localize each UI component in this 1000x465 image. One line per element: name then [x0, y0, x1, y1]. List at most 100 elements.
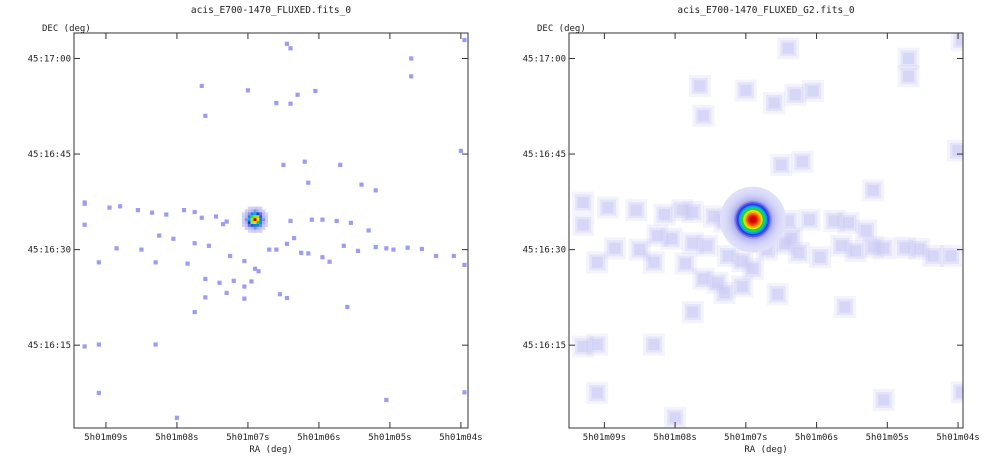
event-pixel — [242, 284, 247, 289]
event-pixel — [327, 259, 332, 264]
event-pixel — [409, 56, 414, 61]
y-tick-label: 45:16:30 — [28, 246, 71, 256]
smoothed-event-blob — [658, 209, 670, 221]
event-pixel — [433, 253, 439, 259]
source-pixel — [256, 226, 260, 230]
event-pixel — [288, 218, 293, 224]
event-pixel — [313, 88, 318, 94]
source-pixel — [253, 218, 257, 222]
source-pixel — [250, 221, 254, 225]
smoothed-event-blob — [736, 281, 748, 293]
source-pixel — [250, 226, 254, 230]
event-pixel — [288, 101, 293, 106]
event-pixel — [224, 219, 229, 224]
source-pixel — [256, 206, 260, 210]
event-pixel — [359, 182, 364, 187]
source-pixel — [244, 226, 248, 230]
smoothed-event-blob — [899, 242, 911, 254]
event-pixel — [199, 83, 204, 88]
source-pixel — [265, 221, 269, 225]
smoothed-event-blob — [956, 386, 963, 398]
smoothed-event-blob — [651, 230, 663, 242]
x-tick-label: 5h01m08s — [653, 433, 696, 443]
smoothed-event-blob — [945, 250, 957, 262]
smoothed-event-blob — [835, 240, 847, 252]
plot-frame — [568, 32, 964, 429]
smoothed-event-blob — [772, 288, 784, 300]
source-pixel — [256, 215, 260, 219]
smoothed-event-blob — [796, 156, 808, 168]
image-plot-smoothed[interactable]: 5h01m09s 5h01m08s 5h01m07s 5h01m06s 5h01m05s… — [500, 0, 1000, 465]
source-pixel — [262, 212, 266, 216]
event-pixel — [203, 113, 208, 118]
event-pixel — [348, 220, 353, 225]
event-pixel — [217, 280, 222, 285]
source-pixel — [247, 226, 251, 230]
source-contour — [750, 217, 755, 222]
x-tick-label: 5h01m05s — [368, 433, 411, 443]
image-plot-raw[interactable]: 5h01m09s 5h01m08s 5h01m07s 5h01m06s 5h01m05s… — [0, 0, 500, 465]
source-pixel — [262, 218, 266, 222]
event-pixel — [153, 260, 158, 265]
smoothed-event-blob — [839, 301, 851, 313]
event-pixel — [256, 269, 261, 274]
smoothed-event-blob — [577, 196, 589, 208]
source-pixel — [247, 221, 251, 225]
x-axis-label: RA (deg) — [249, 445, 292, 455]
source-pixel — [250, 209, 254, 213]
event-pixel — [419, 246, 424, 252]
event-pixel — [288, 46, 293, 51]
chart-title: acis_E700-1470_FLUXED.fits_0 — [191, 5, 351, 16]
source-pixel — [256, 223, 260, 227]
event-pixel — [462, 37, 467, 43]
x-tick-label: 5h01m06s — [795, 433, 838, 443]
smoothed-event-blob — [687, 206, 699, 218]
source-pixel — [250, 206, 254, 210]
y-tick-label: 45:16:30 — [523, 246, 566, 256]
smoothed-event-blob — [676, 204, 688, 216]
source-pixel — [241, 221, 245, 225]
smoothed-event-blob — [591, 387, 603, 399]
y-axis-label: DEC (deg) — [42, 24, 91, 34]
image-panel-raw: 5h01m09s 5h01m08s 5h01m07s 5h01m06s 5h01m05s… — [0, 0, 500, 465]
source-pixel — [259, 223, 263, 227]
source-pixel — [247, 209, 251, 213]
image-panel-smoothed: 5h01m09s 5h01m08s 5h01m07s 5h01m06s 5h01m05s… — [500, 0, 1000, 465]
x-tick-label: 5h01m07s — [724, 433, 767, 443]
smoothed-event-blob — [687, 237, 699, 249]
event-pixel — [274, 247, 279, 252]
event-pixel — [149, 210, 155, 215]
event-pixel — [284, 295, 290, 301]
source-pixel — [250, 215, 254, 219]
source-pixel — [250, 223, 254, 227]
smoothed-event-blob — [952, 145, 963, 157]
event-pixel — [139, 247, 144, 252]
event-pixel — [199, 215, 204, 220]
event-pixel — [153, 342, 158, 347]
event-pixel — [345, 304, 350, 310]
source-pixel — [241, 215, 245, 219]
event-pixel — [458, 148, 464, 153]
smoothed-event-blob — [814, 251, 826, 263]
event-pixel — [451, 253, 456, 259]
event-pixel — [306, 180, 311, 185]
source-pixel — [244, 209, 248, 213]
event-pixel — [157, 233, 162, 238]
smoothed-event-blob — [719, 287, 731, 299]
event-pixel — [82, 222, 87, 227]
smoothed-event-blob — [789, 89, 801, 101]
event-pixel — [267, 247, 272, 252]
source-pixel — [250, 218, 254, 222]
event-pixel — [96, 260, 101, 265]
chart-title: acis_E700-1470_FLUXED_G2.fits_0 — [677, 5, 855, 16]
smoothed-event-blob — [648, 256, 660, 268]
event-pixel — [299, 250, 304, 255]
event-pixel — [291, 236, 297, 241]
smoothed-event-blob — [740, 84, 752, 96]
event-pixel — [242, 296, 247, 301]
event-pixel — [185, 261, 190, 266]
event-pixel — [355, 248, 361, 253]
event-pixel — [366, 228, 371, 233]
smoothed-event-blob — [708, 210, 720, 222]
smoothed-event-blob — [782, 42, 794, 54]
